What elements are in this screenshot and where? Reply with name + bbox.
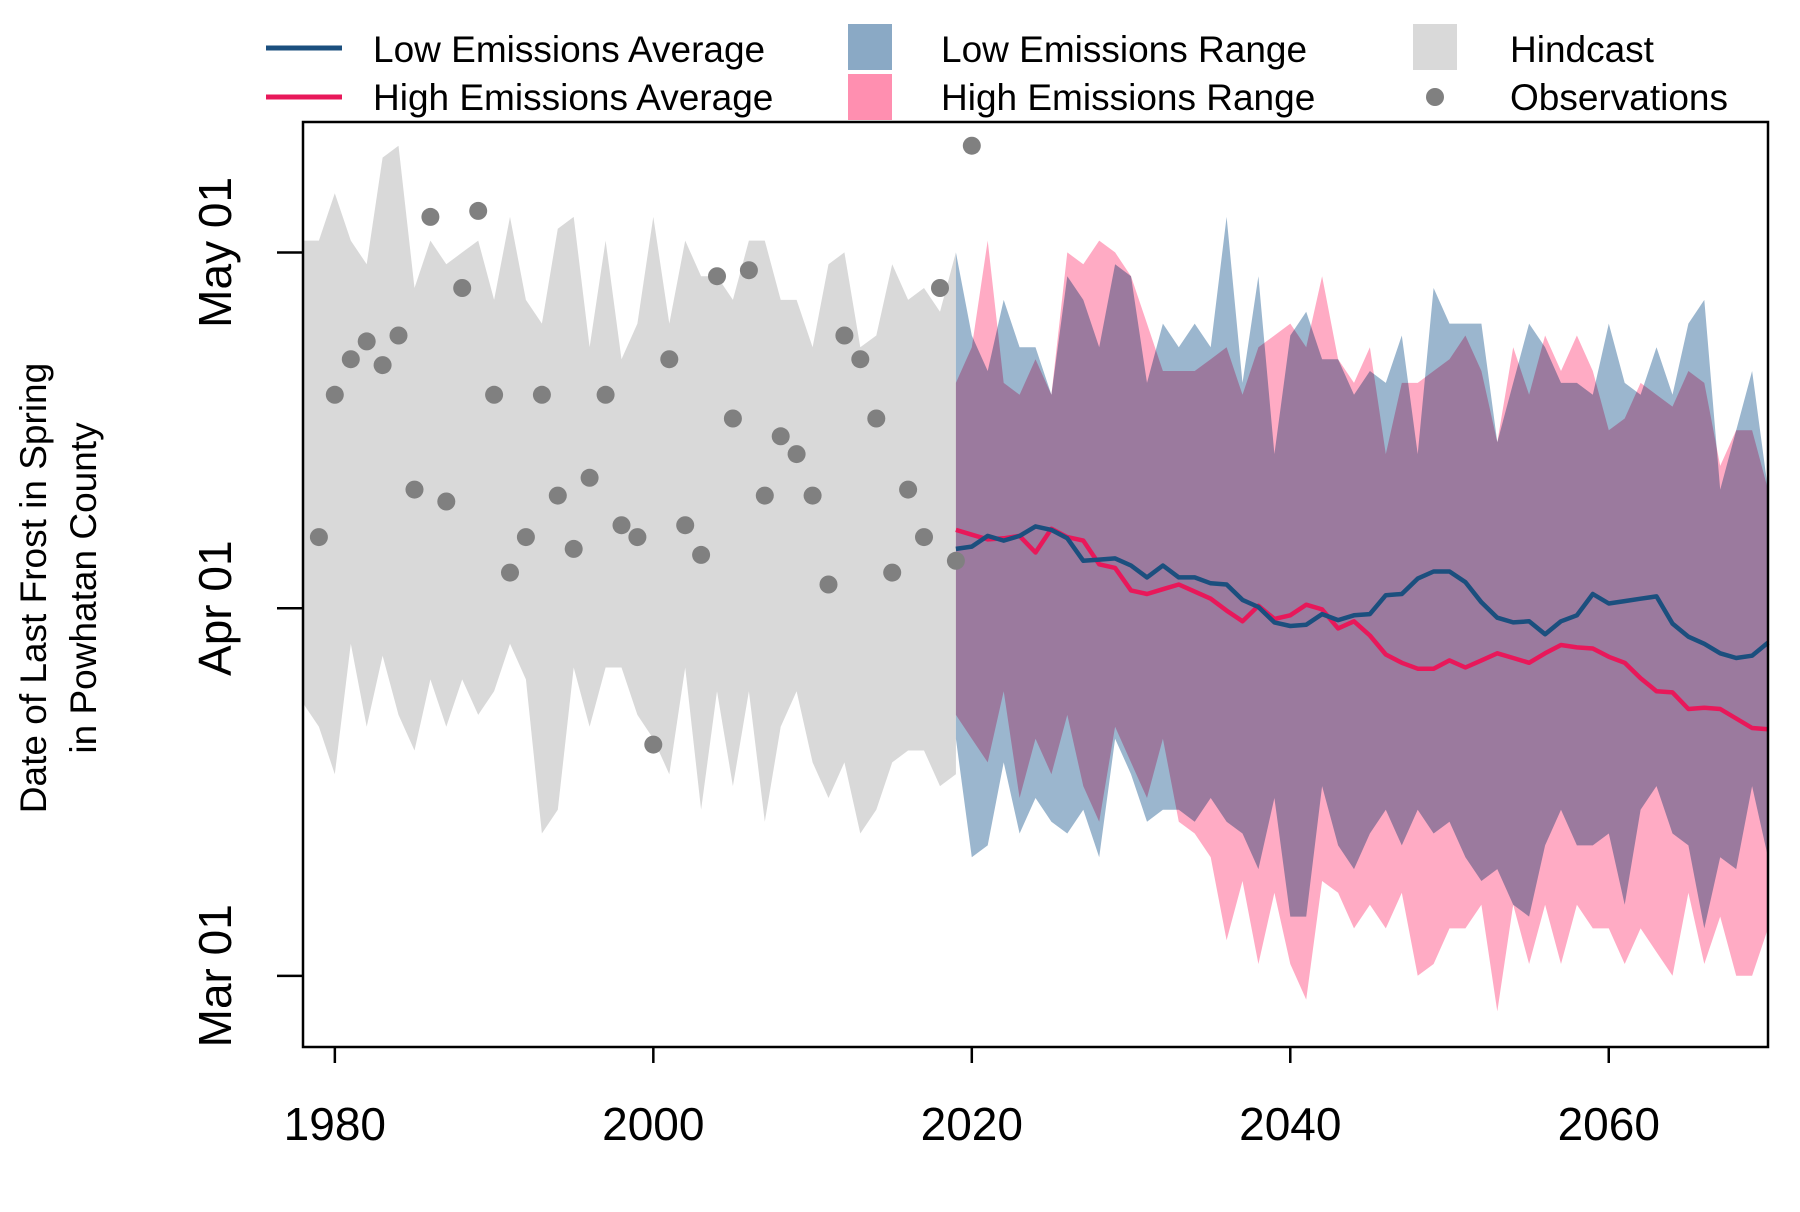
observation-point xyxy=(373,356,392,375)
observation-point xyxy=(389,326,408,345)
y-axis: Mar 01 Apr 01 May 01 xyxy=(189,177,303,1047)
hindcast-layer xyxy=(303,145,956,834)
legend-item-high-avg: High Emissions Average xyxy=(266,77,773,118)
observation-point xyxy=(787,445,806,464)
y-tick-label: Apr 01 xyxy=(189,540,241,676)
legend-item-low-range: Low Emissions Range xyxy=(848,24,1307,70)
plot-frame xyxy=(301,120,1770,1049)
observation-point xyxy=(548,486,567,505)
y-axis-title-line1: Date of Last Frost in Spring xyxy=(13,363,54,813)
x-tick-label: 2040 xyxy=(1239,1098,1341,1150)
observation-point xyxy=(803,486,822,505)
y-axis-title-line2: in Powhatan County xyxy=(63,422,104,754)
observation-point xyxy=(931,279,949,297)
legend-item-high-range: High Emissions Range xyxy=(848,74,1315,120)
observation-point xyxy=(883,563,902,582)
legend-high-range-label: High Emissions Range xyxy=(941,77,1315,118)
observation-point xyxy=(532,385,551,404)
observation-point xyxy=(660,350,679,369)
observation-point xyxy=(867,409,886,428)
observation-point xyxy=(325,385,344,404)
observation-point xyxy=(516,528,535,547)
legend-high-range-swatch xyxy=(848,74,892,120)
observations-layer xyxy=(309,136,981,754)
legend-hindcast-label: Hindcast xyxy=(1510,29,1655,70)
legend: Low Emissions Average High Emissions Ave… xyxy=(266,24,1728,120)
observation-point xyxy=(437,492,456,511)
observation-point xyxy=(469,201,488,220)
low-emissions-average-line xyxy=(955,524,1770,661)
observation-point xyxy=(453,279,472,297)
observation-point xyxy=(946,551,965,570)
observation-point xyxy=(835,326,854,345)
observation-point xyxy=(485,385,504,404)
legend-item-low-avg: Low Emissions Average xyxy=(266,29,765,70)
hindcast-band xyxy=(303,145,956,834)
legend-hindcast-swatch xyxy=(1413,24,1457,70)
observation-point xyxy=(899,480,918,499)
observation-point xyxy=(739,261,758,280)
observation-point xyxy=(851,350,870,369)
legend-low-range-swatch xyxy=(848,24,892,70)
observation-point xyxy=(644,735,663,754)
observation-point xyxy=(612,516,631,535)
observation-point xyxy=(755,486,774,505)
x-tick-label: 2020 xyxy=(921,1098,1023,1150)
legend-low-range-label: Low Emissions Range xyxy=(941,29,1307,70)
x-tick-label: 2000 xyxy=(602,1098,704,1150)
legend-observations-label: Observations xyxy=(1510,77,1728,118)
average-lines-layer xyxy=(955,524,1770,732)
observation-point xyxy=(628,528,647,547)
observation-point xyxy=(421,207,440,226)
x-axis: 1980 2000 2020 2040 2060 xyxy=(284,1047,1660,1150)
observation-point xyxy=(564,539,583,558)
legend-item-hindcast: Hindcast xyxy=(1413,24,1655,70)
legend-item-observations: Observations xyxy=(1426,77,1728,118)
observation-point xyxy=(309,528,328,547)
y-tick-label: Mar 01 xyxy=(189,904,241,1047)
observation-point xyxy=(771,427,790,446)
observation-point xyxy=(580,468,599,487)
observation-point xyxy=(708,267,726,286)
observation-point xyxy=(501,563,519,582)
x-tick-label: 1980 xyxy=(284,1098,386,1150)
x-tick-label: 2060 xyxy=(1558,1098,1660,1150)
observation-point xyxy=(723,409,742,428)
legend-observations-swatch xyxy=(1426,88,1444,106)
observation-point xyxy=(596,385,615,404)
high-emissions-average-line xyxy=(955,526,1769,732)
observation-point xyxy=(676,516,695,535)
legend-high-avg-label: High Emissions Average xyxy=(373,77,773,118)
observation-point xyxy=(405,480,424,499)
observation-point xyxy=(341,350,360,369)
observation-point xyxy=(357,332,376,351)
observation-point xyxy=(692,545,711,564)
observation-point xyxy=(915,528,933,547)
observation-point xyxy=(962,136,981,155)
observation-point xyxy=(819,575,838,594)
y-tick-label: May 01 xyxy=(189,177,241,328)
legend-low-avg-label: Low Emissions Average xyxy=(373,29,765,70)
